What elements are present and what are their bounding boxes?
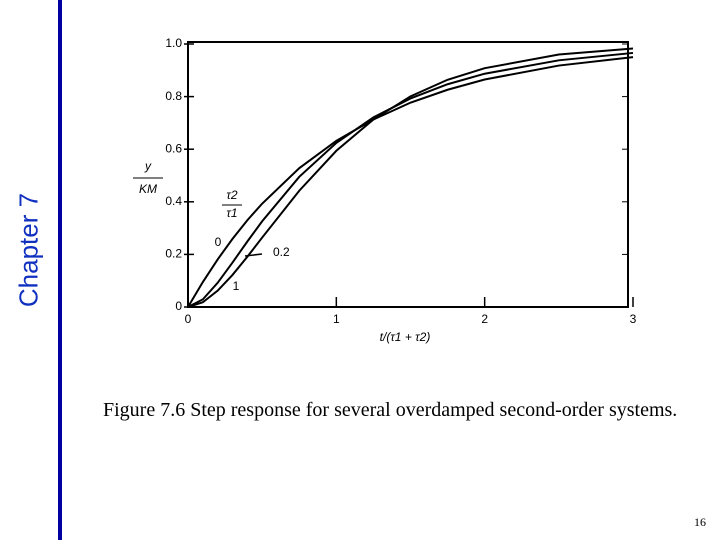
y-axis-label-num: y: [144, 159, 152, 173]
plot-frame: [187, 41, 629, 308]
x-axis-label: t/(τ1 + τ2): [380, 330, 431, 344]
curve: [187, 51, 634, 308]
chart: 0 0.2 0.4 0.6 0.8 1.0 0 1 2 3 t/(τ1 + τ2) y KM τ2 τ1 0 0…: [133, 36, 637, 344]
legend-title-num: τ2: [226, 188, 237, 202]
y-tick-label: 0.4: [165, 194, 182, 208]
y-tick-label: 1.0: [165, 36, 182, 50]
curve: [187, 56, 634, 308]
legend-label: 0: [215, 235, 222, 249]
y-tick-label: 0.2: [165, 247, 182, 261]
page-number: 16: [694, 515, 706, 529]
y-axis-label-den: KM: [139, 182, 157, 196]
legend-label: 1: [233, 279, 240, 293]
y-tick-label: 0.8: [165, 89, 182, 103]
y-tick-label: 0.6: [165, 141, 182, 155]
caption: Figure 7.6 Step response for several ove…: [103, 399, 678, 421]
curve: [187, 47, 634, 308]
y-tick-label: 0: [175, 299, 182, 313]
label-arrow: [244, 253, 263, 257]
x-tick-label: 2: [481, 312, 488, 326]
x-tick-label: 3: [630, 312, 637, 326]
legend-title-den: τ1: [226, 206, 237, 220]
legend-label: 0.2: [273, 245, 290, 259]
x-tick-label: 0: [185, 312, 192, 326]
x-tick-label: 1: [333, 312, 340, 326]
sidebar-rule: [58, 0, 62, 540]
